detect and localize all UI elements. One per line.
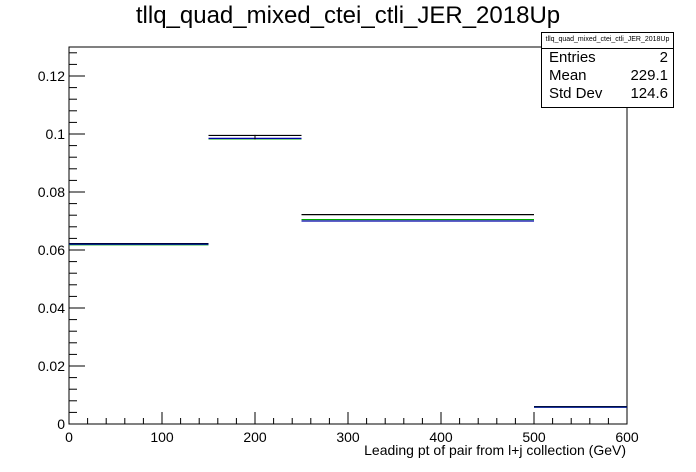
stats-title: tllq_quad_mixed_ctei_ctli_JER_2018Up [542,33,673,49]
x-tick-label: 0 [65,429,73,445]
stats-box: tllq_quad_mixed_ctei_ctli_JER_2018Up Ent… [541,32,674,108]
y-tick-label: 0 [57,416,65,432]
x-axis-label: Leading pt of pair from l+j collection (… [364,442,626,458]
y-tick-label: 0.1 [46,126,66,142]
y-tick-label: 0.02 [38,358,65,374]
stats-stddev-row: Std Dev 124.6 [542,85,673,103]
entries-label: Entries [549,49,596,66]
chart-title: tllq_quad_mixed_ctei_ctli_JER_2018Up [135,2,561,29]
mean-label: Mean [549,67,587,84]
y-tick-label: 0.04 [38,300,65,316]
x-tick-label: 500 [522,429,546,445]
stddev-value: 124.6 [630,85,668,102]
x-tick-label: 600 [615,429,639,445]
mean-value: 229.1 [630,67,668,84]
y-tick-label: 0.12 [38,68,65,84]
stddev-label: Std Dev [549,85,603,102]
stats-mean-row: Mean 229.1 [542,67,673,85]
x-tick-label: 200 [243,429,267,445]
x-tick-label: 400 [429,429,453,445]
y-tick-label: 0.08 [38,184,65,200]
x-tick-label: 300 [336,429,360,445]
entries-value: 2 [659,49,668,66]
stats-entries-row: Entries 2 [542,49,673,67]
x-tick-label: 100 [150,429,174,445]
y-tick-label: 0.06 [38,242,65,258]
